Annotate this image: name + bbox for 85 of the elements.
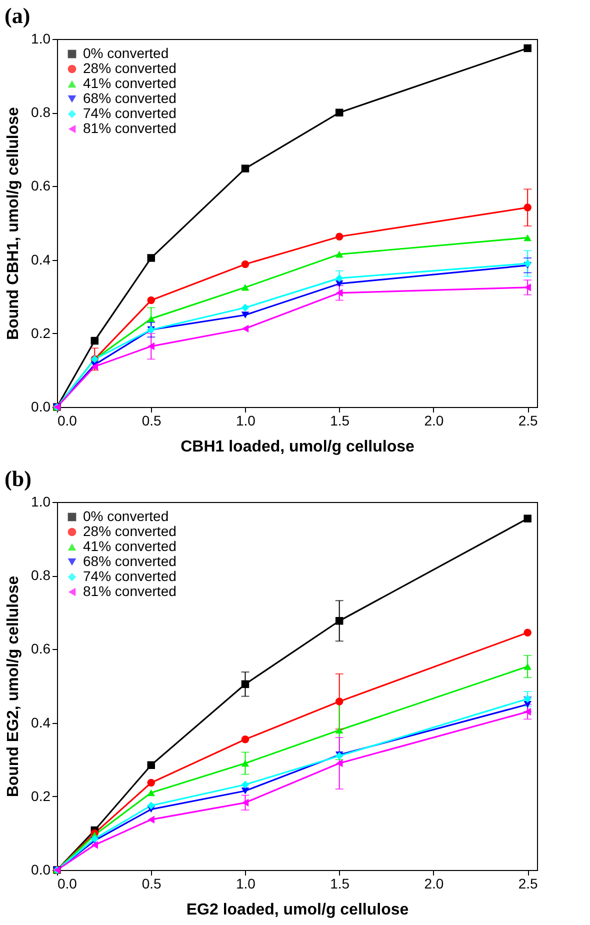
y-tick-label: 0.2: [31, 324, 51, 341]
point: [90, 336, 99, 345]
point: [336, 759, 343, 768]
point: [524, 204, 532, 212]
point: [335, 698, 344, 706]
point: [524, 695, 532, 703]
point: [524, 514, 532, 522]
point: [335, 250, 344, 258]
legend-label: 68% converted: [83, 90, 176, 106]
point: [524, 44, 532, 52]
point: [335, 108, 344, 116]
y-tick-label: 0.0: [31, 862, 51, 878]
point: [241, 780, 250, 788]
x-tick-label: 2.5: [518, 876, 538, 892]
point: [241, 164, 250, 172]
point: [524, 663, 532, 670]
point: [524, 708, 531, 716]
point: [241, 304, 250, 312]
y-tick-label: 0.6: [31, 178, 51, 194]
point: [524, 284, 531, 292]
x-tick-label: 1.5: [330, 412, 350, 428]
y-tick-label: 0.8: [31, 104, 51, 120]
y-tick-label: 0.2: [31, 788, 51, 804]
x-tick-label: 0.5: [142, 876, 162, 892]
point: [147, 315, 155, 322]
legend-label: 41% converted: [83, 75, 176, 91]
point: [335, 232, 344, 240]
point: [335, 616, 344, 625]
point: [241, 735, 250, 744]
point: [91, 841, 98, 849]
x-tick-label: 0.0: [58, 876, 78, 892]
legend-label: 81% converted: [83, 583, 176, 599]
y-tick-label: 1.0: [31, 30, 51, 46]
y-tick-label: 0.4: [31, 714, 51, 730]
chart-title: (b): [4, 466, 32, 491]
point: [335, 274, 344, 282]
point: [148, 816, 154, 824]
point: [90, 834, 99, 843]
legend-label: 41% converted: [83, 538, 176, 554]
y-tick-label: 0.4: [31, 251, 51, 268]
point: [335, 280, 344, 288]
y-tick-label: 0.8: [31, 567, 51, 584]
x-tick-label: 2.0: [424, 412, 444, 428]
point: [147, 761, 155, 769]
y-tick-label: 0.6: [31, 640, 51, 657]
point: [241, 260, 250, 268]
legend-label: 68% converted: [83, 553, 176, 569]
point: [336, 289, 343, 297]
point: [242, 798, 249, 807]
legend-label: 74% converted: [83, 568, 176, 584]
legend-label: 74% converted: [83, 105, 176, 121]
x-tick-label: 2.5: [518, 412, 538, 428]
x-tick-label: 0.0: [58, 412, 78, 428]
point: [524, 234, 532, 242]
point: [335, 726, 344, 734]
point: [147, 254, 155, 262]
x-axis-title: CBH1 loaded, umol/g cellulose: [180, 438, 415, 456]
point: [148, 342, 154, 350]
chart-title: (a): [4, 3, 30, 28]
point: [241, 788, 250, 794]
point: [241, 680, 250, 688]
legend-label: 28% converted: [83, 60, 176, 76]
x-tick-label: 1.0: [236, 412, 256, 428]
point: [147, 778, 155, 787]
point: [147, 802, 155, 810]
point: [147, 296, 155, 304]
y-tick-label: 0.0: [31, 398, 51, 414]
legend-label: 0% converted: [83, 508, 169, 524]
point: [241, 760, 250, 767]
point: [241, 284, 250, 291]
y-tick-label: 1.0: [31, 494, 51, 510]
y-axis-title: Bound CBH1, umol/g cellulose: [5, 106, 22, 340]
y-axis-title: Bound EG2, umol/g cellulose: [5, 576, 22, 798]
x-tick-label: 1.0: [236, 876, 256, 892]
point: [524, 628, 532, 637]
point: [147, 789, 155, 796]
x-tick-label: 0.5: [142, 412, 162, 428]
x-tick-label: 1.5: [330, 876, 350, 892]
x-axis-title: EG2 loaded, umol/g cellulose: [186, 902, 409, 918]
legend-label: 28% converted: [83, 523, 176, 539]
point: [241, 312, 250, 318]
legend-label: 0% converted: [83, 45, 169, 61]
x-tick-label: 2.0: [424, 876, 444, 892]
point: [242, 324, 249, 332]
legend-label: 81% converted: [83, 120, 176, 136]
